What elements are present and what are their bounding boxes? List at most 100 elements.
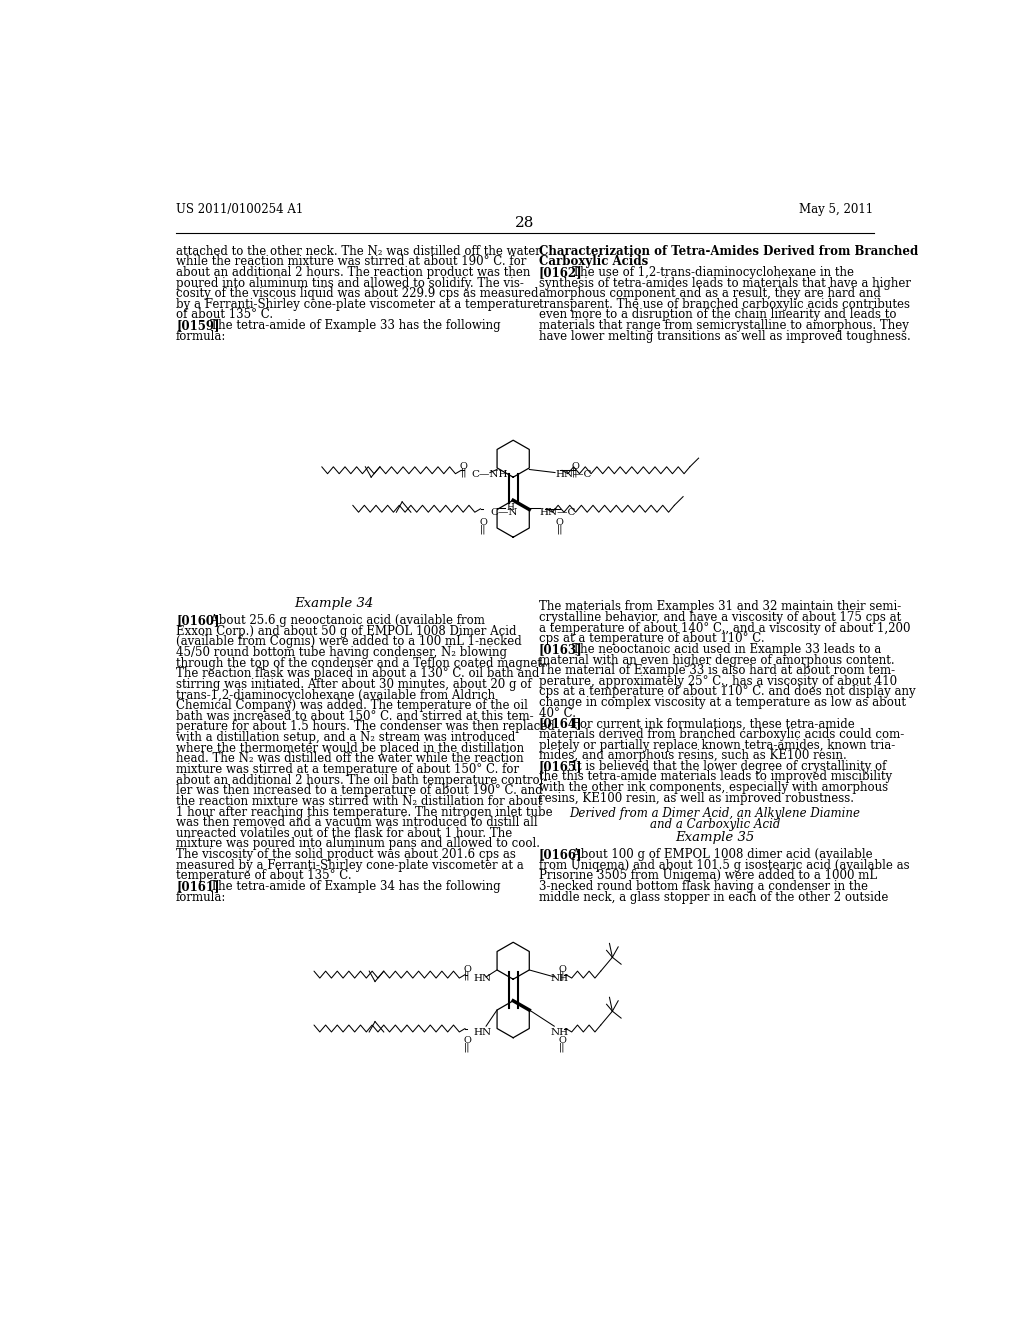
Text: [0166]: [0166] xyxy=(539,847,583,861)
Text: O: O xyxy=(460,462,468,471)
Text: [0162]: [0162] xyxy=(539,265,583,279)
Text: The material of Example 33 is also hard at about room tem-: The material of Example 33 is also hard … xyxy=(539,664,895,677)
Text: US 2011/0100254 A1: US 2011/0100254 A1 xyxy=(176,203,303,216)
Text: mides, and amorphous resins, such as KE100 resin.: mides, and amorphous resins, such as KE1… xyxy=(539,750,847,762)
Text: perature for about 1.5 hours. The condenser was then replaced: perature for about 1.5 hours. The conden… xyxy=(176,721,555,734)
Text: O: O xyxy=(558,965,566,974)
Text: transparent. The use of branched carboxylic acids contributes: transparent. The use of branched carboxy… xyxy=(539,298,909,310)
Text: The use of 1,2-trans-diaminocyclohexane in the: The use of 1,2-trans-diaminocyclohexane … xyxy=(561,265,854,279)
Text: while the reaction mixture was stirred at about 190° C. for: while the reaction mixture was stirred a… xyxy=(176,255,526,268)
Text: trans-1,2-diaminocyclohexane (available from Aldrich: trans-1,2-diaminocyclohexane (available … xyxy=(176,689,496,702)
Text: middle neck, a glass stopper in each of the other 2 outside: middle neck, a glass stopper in each of … xyxy=(539,891,888,903)
Text: pletely or partially replace known tetra-amides, known tria-: pletely or partially replace known tetra… xyxy=(539,738,895,751)
Text: 45/50 round bottom tube having condenser, N₂ blowing: 45/50 round bottom tube having condenser… xyxy=(176,645,507,659)
Text: [0161]: [0161] xyxy=(176,880,219,892)
Text: even more to a disruption of the chain linearity and leads to: even more to a disruption of the chain l… xyxy=(539,309,896,321)
Text: Derived from a Dimer Acid, an Alkylene Diamine: Derived from a Dimer Acid, an Alkylene D… xyxy=(569,807,860,820)
Text: by a Ferranti-Shirley cone-plate viscometer at a temperature: by a Ferranti-Shirley cone-plate viscome… xyxy=(176,298,540,310)
Text: HN—C: HN—C xyxy=(555,470,592,479)
Text: About 25.6 g neooctanoic acid (available from: About 25.6 g neooctanoic acid (available… xyxy=(199,614,484,627)
Text: O: O xyxy=(558,1036,566,1045)
Text: unreacted volatiles out of the flask for about 1 hour. The: unreacted volatiles out of the flask for… xyxy=(176,826,512,840)
Text: About 100 g of EMPOL 1008 dimer acid (available: About 100 g of EMPOL 1008 dimer acid (av… xyxy=(561,847,872,861)
Text: Example 35: Example 35 xyxy=(676,832,755,845)
Text: C—N: C—N xyxy=(490,508,518,517)
Text: Carboxylic Acids: Carboxylic Acids xyxy=(539,255,648,268)
Text: 28: 28 xyxy=(515,216,535,230)
Text: [0159]: [0159] xyxy=(176,319,219,333)
Text: [0164]: [0164] xyxy=(539,717,583,730)
Text: was then removed and a vacuum was introduced to distill all: was then removed and a vacuum was introd… xyxy=(176,816,538,829)
Text: O: O xyxy=(571,462,580,471)
Text: bath was increased to about 150° C. and stirred at this tem-: bath was increased to about 150° C. and … xyxy=(176,710,534,723)
Text: The neooctanoic acid used in Example 33 leads to a: The neooctanoic acid used in Example 33 … xyxy=(561,643,882,656)
Text: attached to the other neck. The N₂ was distilled off the water: attached to the other neck. The N₂ was d… xyxy=(176,244,541,257)
Text: H: H xyxy=(506,503,514,512)
Text: about an additional 2 hours. The reaction product was then: about an additional 2 hours. The reactio… xyxy=(176,265,530,279)
Text: formula:: formula: xyxy=(176,891,226,903)
Text: formula:: formula: xyxy=(176,330,226,343)
Text: ||: || xyxy=(556,524,563,533)
Text: O: O xyxy=(479,517,486,527)
Text: May 5, 2011: May 5, 2011 xyxy=(800,203,873,216)
Text: (available from Cognis) were added to a 100 mL 1-necked: (available from Cognis) were added to a … xyxy=(176,635,522,648)
Text: synthesis of tetra-amides leads to materials that have a higher: synthesis of tetra-amides leads to mater… xyxy=(539,276,910,289)
Text: [0160]: [0160] xyxy=(176,614,219,627)
Text: ||: || xyxy=(479,524,486,533)
Text: For current ink formulations, these tetra-amide: For current ink formulations, these tetr… xyxy=(561,717,855,730)
Text: from Uniqema) and about 101.5 g isostearic acid (available as: from Uniqema) and about 101.5 g isostear… xyxy=(539,858,909,871)
Text: through the top of the condenser and a Teflon coated magnet.: through the top of the condenser and a T… xyxy=(176,657,546,669)
Text: measured by a Ferranti-Shirley cone-plate viscometer at a: measured by a Ferranti-Shirley cone-plat… xyxy=(176,858,524,871)
Text: materials derived from branched carboxylic acids could com-: materials derived from branched carboxyl… xyxy=(539,727,904,741)
Text: poured into aluminum tins and allowed to solidify. The vis-: poured into aluminum tins and allowed to… xyxy=(176,276,524,289)
Text: ||: || xyxy=(572,469,579,478)
Text: NH: NH xyxy=(550,1028,568,1036)
Text: cps at a temperature of about 110° C. and does not display any: cps at a temperature of about 110° C. an… xyxy=(539,685,915,698)
Text: temperature of about 135° C.: temperature of about 135° C. xyxy=(176,870,351,882)
Text: crystalline behavior, and have a viscosity of about 175 cps at: crystalline behavior, and have a viscosi… xyxy=(539,611,901,624)
Text: 1 hour after reaching this temperature. The nitrogen inlet tube: 1 hour after reaching this temperature. … xyxy=(176,805,553,818)
Text: 3-necked round bottom flask having a condenser in the: 3-necked round bottom flask having a con… xyxy=(539,880,867,892)
Text: The reaction flask was placed in about a 130° C. oil bath and: The reaction flask was placed in about a… xyxy=(176,668,540,680)
Text: ||: || xyxy=(559,970,565,981)
Text: [0165]: [0165] xyxy=(539,760,583,772)
Text: It is believed that the lower degree of crystallinity of: It is believed that the lower degree of … xyxy=(561,760,887,772)
Text: ler was then increased to a temperature of about 190° C. and: ler was then increased to a temperature … xyxy=(176,784,543,797)
Text: Characterization of Tetra-Amides Derived from Branched: Characterization of Tetra-Amides Derived… xyxy=(539,244,918,257)
Text: HN: HN xyxy=(474,1028,492,1036)
Text: cps at a temperature of about 110° C.: cps at a temperature of about 110° C. xyxy=(539,632,764,645)
Text: material with an even higher degree of amorphous content.: material with an even higher degree of a… xyxy=(539,653,894,667)
Text: stirring was initiated. After about 30 minutes, about 20 g of: stirring was initiated. After about 30 m… xyxy=(176,678,531,690)
Text: HN: HN xyxy=(474,974,492,983)
Text: The tetra-amide of Example 34 has the following: The tetra-amide of Example 34 has the fo… xyxy=(199,880,501,892)
Text: the reaction mixture was stirred with N₂ distillation for about: the reaction mixture was stirred with N₂… xyxy=(176,795,543,808)
Text: where the thermometer would be placed in the distillation: where the thermometer would be placed in… xyxy=(176,742,524,755)
Text: O: O xyxy=(464,965,471,974)
Text: amorphous component and as a result, they are hard and: amorphous component and as a result, the… xyxy=(539,288,881,300)
Text: Chemical Company) was added. The temperature of the oil: Chemical Company) was added. The tempera… xyxy=(176,700,528,713)
Text: mixture was poured into aluminum pans and allowed to cool.: mixture was poured into aluminum pans an… xyxy=(176,837,540,850)
Text: Exxon Corp.) and about 50 g of EMPOL 1008 Dimer Acid: Exxon Corp.) and about 50 g of EMPOL 100… xyxy=(176,624,516,638)
Text: The tetra-amide of Example 33 has the following: The tetra-amide of Example 33 has the fo… xyxy=(199,319,501,333)
Text: perature, approximately 25° C., has a viscosity of about 410: perature, approximately 25° C., has a vi… xyxy=(539,675,897,688)
Text: O: O xyxy=(464,1036,471,1045)
Text: with a distillation setup, and a N₂ stream was introduced: with a distillation setup, and a N₂ stre… xyxy=(176,731,515,744)
Text: O: O xyxy=(556,517,563,527)
Text: the this tetra-amide materials leads to improved miscibility: the this tetra-amide materials leads to … xyxy=(539,771,892,783)
Text: have lower melting transitions as well as improved toughness.: have lower melting transitions as well a… xyxy=(539,330,910,343)
Text: [0163]: [0163] xyxy=(539,643,583,656)
Text: mixture was stirred at a temperature of about 150° C. for: mixture was stirred at a temperature of … xyxy=(176,763,519,776)
Text: with the other ink components, especially with amorphous: with the other ink components, especiall… xyxy=(539,781,888,795)
Text: of about 135° C.: of about 135° C. xyxy=(176,309,273,321)
Text: head. The N₂ was distilled off the water while the reaction: head. The N₂ was distilled off the water… xyxy=(176,752,523,766)
Text: resins, KE100 resin, as well as improved robustness.: resins, KE100 resin, as well as improved… xyxy=(539,792,854,805)
Text: a temperature of about 140° C., and a viscosity of about 1,200: a temperature of about 140° C., and a vi… xyxy=(539,622,910,635)
Text: ||: || xyxy=(464,1043,471,1052)
Text: and a Carboxylic Acid: and a Carboxylic Acid xyxy=(650,817,780,830)
Text: cosity of the viscous liquid was about 229.9 cps as measured: cosity of the viscous liquid was about 2… xyxy=(176,288,539,300)
Text: The viscosity of the solid product was about 201.6 cps as: The viscosity of the solid product was a… xyxy=(176,847,516,861)
Text: ||: || xyxy=(461,469,467,478)
Text: materials that range from semicrystalline to amorphous. They: materials that range from semicrystallin… xyxy=(539,319,908,333)
Text: change in complex viscosity at a temperature as low as about: change in complex viscosity at a tempera… xyxy=(539,696,906,709)
Text: ||: || xyxy=(464,970,471,981)
